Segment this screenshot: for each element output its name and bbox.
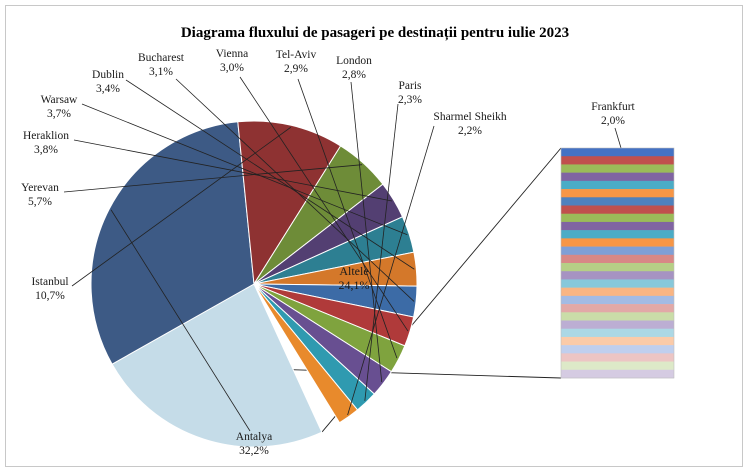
- breakdown-segment: [561, 336, 674, 346]
- slice-value-vienna: 3,0%: [220, 62, 244, 74]
- breakdown-segment: [561, 213, 674, 223]
- breakdown-bar-outline: [560, 147, 675, 379]
- breakdown-segment: [561, 205, 674, 215]
- slice-label-antalya: Antalya: [236, 431, 272, 443]
- leader-line-istanbul: [71, 126, 292, 287]
- leader-line-paris: [364, 103, 399, 401]
- breakdown-bar: [560, 147, 675, 379]
- breakdown-value-frankfurt: 2,0%: [601, 115, 625, 127]
- slice-label-istanbul: Istanbul: [31, 276, 68, 288]
- slice-value-bucharest: 3,1%: [149, 66, 173, 78]
- breakdown-segment: [561, 254, 674, 264]
- slice-label-london: London: [336, 55, 372, 67]
- breakdown-segment: [561, 320, 674, 330]
- breakdown-segment: [561, 164, 674, 173]
- leader-line-warsaw: [81, 103, 408, 236]
- slice-value-dublin: 3,4%: [96, 83, 120, 95]
- slice-label-heraklion: Heraklion: [23, 130, 69, 142]
- pie-slice-antalya: [90, 121, 255, 365]
- leader-line-sharmel-sheikh: [347, 125, 435, 416]
- slice-value-istanbul: 10,7%: [35, 290, 65, 302]
- slice-label-bucharest: Bucharest: [138, 52, 185, 64]
- breakdown-segment: [561, 369, 674, 379]
- pie-slice-altele: [111, 283, 323, 448]
- slice-value-yerevan: 5,7%: [28, 196, 52, 208]
- chart-title: Diagrama fluxului de pasageri pe destina…: [181, 25, 569, 41]
- breakdown-segment: [561, 221, 674, 231]
- leader-line-tel-aviv: [297, 78, 398, 359]
- chart-frame: Diagrama fluxului de pasageri pe destina…: [5, 5, 743, 467]
- slice-value-altele: 24,1%: [339, 278, 370, 292]
- slice-value-sharmel-sheikh: 2,2%: [458, 125, 482, 137]
- breakdown-segment: [561, 238, 674, 247]
- breakdown-label-frankfurt: Frankfurt: [591, 101, 635, 113]
- slice-value-paris: 2,3%: [398, 94, 422, 106]
- slice-label-warsaw: Warsaw: [41, 94, 78, 106]
- leader-line-dublin: [125, 79, 415, 270]
- breakdown-segment: [561, 246, 674, 256]
- breakdown-segment: [561, 353, 674, 362]
- slice-value-antalya: 32,2%: [239, 445, 269, 457]
- leader-line-vienna: [239, 76, 409, 332]
- leader-line-antalya: [110, 209, 251, 432]
- breakdown-segment: [561, 361, 674, 371]
- leader-line-frankfurt: [614, 127, 622, 149]
- leader-lines: [63, 76, 622, 432]
- pie-chart: Diagrama fluxului de pasageri pe destina…: [21, 25, 675, 457]
- leader-line-heraklion: [73, 139, 393, 202]
- breakdown-segment: [561, 172, 674, 182]
- slice-label-altele: Altele: [339, 264, 368, 278]
- breakdown-segment: [561, 156, 674, 165]
- breakdown-segment: [561, 180, 674, 190]
- slice-label-vienna: Vienna: [216, 48, 249, 60]
- breakdown-segment: [561, 312, 674, 321]
- breakdown-segment: [561, 197, 674, 206]
- slice-label-dublin: Dublin: [92, 69, 124, 81]
- breakdown-segment: [561, 230, 674, 239]
- pie-slice-istanbul: [237, 120, 342, 286]
- breakdown-segment: [561, 295, 674, 305]
- slice-value-heraklion: 3,8%: [34, 144, 58, 156]
- slice-value-tel-aviv: 2,9%: [284, 63, 308, 75]
- breakdown-segment: [561, 189, 674, 198]
- breakdown-segment: [561, 271, 674, 280]
- breakdown-segment: [561, 328, 674, 338]
- breakdown-segment: [561, 304, 674, 313]
- slice-value-london: 2,8%: [342, 69, 366, 81]
- leader-line-yerevan: [63, 164, 363, 193]
- slice-label-yerevan: Yerevan: [21, 182, 59, 194]
- breakdown-segment: [561, 345, 674, 354]
- leader-line-london: [350, 81, 383, 383]
- leader-line-bucharest: [175, 78, 415, 302]
- breakdown-segment: [561, 287, 674, 297]
- slice-label-tel-aviv: Tel-Aviv: [276, 49, 317, 61]
- slice-label-sharmel-sheikh: Sharmel Sheikh: [433, 111, 506, 123]
- slice-label-paris: Paris: [399, 80, 423, 92]
- pie-slice-sharmel-sheikh: [253, 283, 359, 424]
- breakdown-segment: [561, 148, 674, 157]
- breakdown-segment: [561, 263, 674, 272]
- breakdown-segment: [561, 279, 674, 288]
- slice-value-warsaw: 3,7%: [47, 108, 71, 120]
